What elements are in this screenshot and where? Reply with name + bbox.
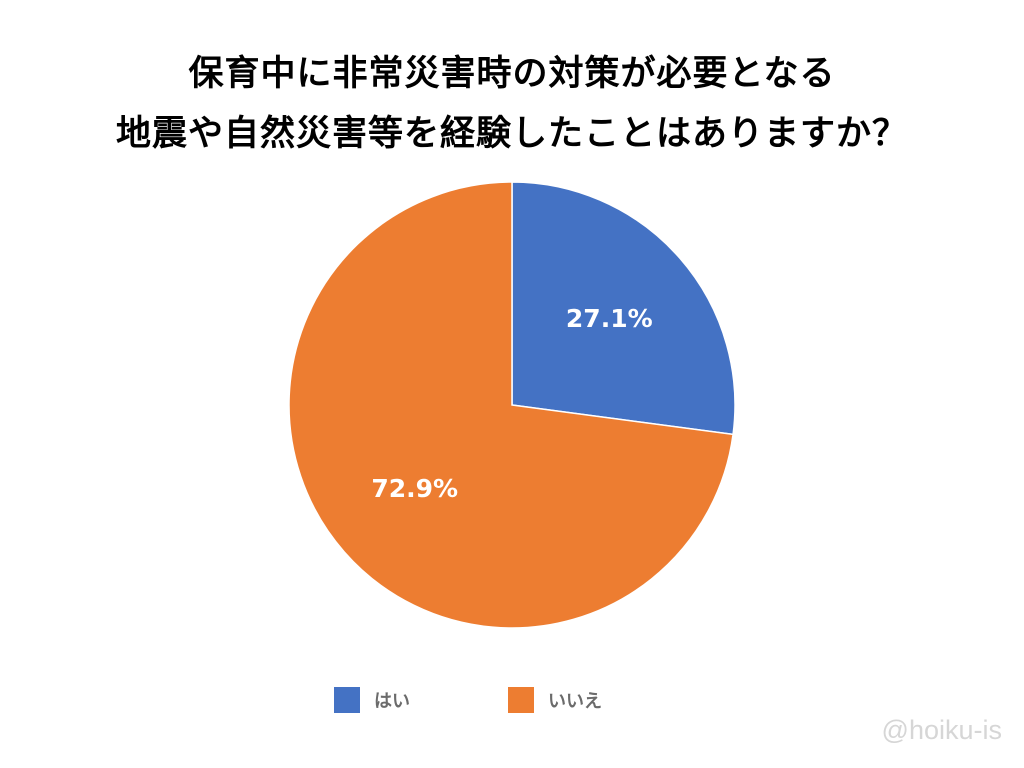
legend-label-iie: いいえ [548, 691, 602, 712]
watermark: @hoiku-is [881, 715, 1002, 745]
data-label-iie: 72.9% [371, 474, 458, 503]
legend-swatch-iie [508, 687, 534, 713]
legend-item-hai: はい [334, 686, 410, 714]
chart-title-line-1: 保育中に非常災害時の対策が必要となる [188, 54, 836, 94]
pie-slice-iie [288, 181, 734, 629]
legend-item-iie: いいえ [508, 686, 602, 714]
chart-title: 保育中に非常災害時の対策が必要となる 地震や自然災害等を経験したことはありますか… [0, 44, 1024, 164]
data-label-hai: 27.1% [566, 304, 653, 333]
pie-slice-hai [511, 181, 736, 436]
legend-label-hai: はい [374, 691, 410, 712]
legend-swatch-hai [334, 687, 360, 713]
chart-title-line-2: 地震や自然災害等を経験したことはありますか？ [115, 114, 908, 154]
